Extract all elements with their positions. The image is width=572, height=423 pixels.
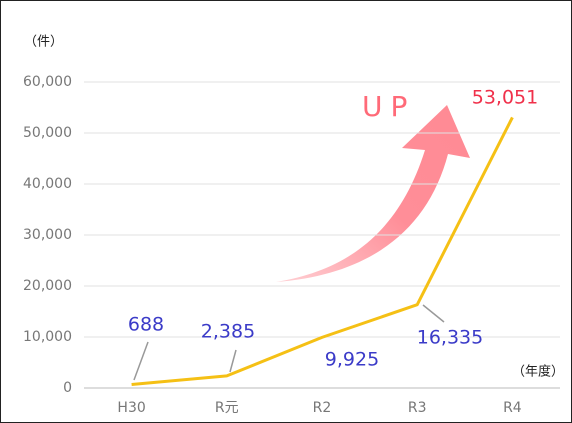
x-tick-label: R元	[215, 400, 239, 416]
data-label: 2,385	[201, 321, 255, 343]
y-tick-label: 30,000	[23, 227, 72, 243]
x-tick-label: R3	[408, 400, 427, 416]
x-tick-label: R4	[503, 400, 522, 416]
y-tick-label: 0	[63, 380, 72, 396]
data-label: 16,335	[417, 327, 483, 349]
x-axis-label: （年度）	[512, 364, 564, 380]
y-tick-label: 40,000	[23, 176, 72, 192]
frame	[1, 1, 572, 423]
chart: （件） （年度） UP 0 10,000 20,000 30,000 40,000 50,…	[0, 0, 572, 423]
page: （件） （年度） UP 0 10,000 20,000 30,000 40,000 50,…	[0, 0, 572, 423]
x-tick-label: R2	[313, 400, 332, 416]
data-label: 688	[128, 314, 164, 336]
y-tick-label: 20,000	[23, 278, 72, 294]
data-label: 53,051	[472, 87, 538, 109]
y-tick-label: 50,000	[23, 125, 72, 141]
data-label: 9,925	[325, 349, 379, 371]
y-tick-label: 10,000	[23, 329, 72, 345]
y-unit-label: （件）	[24, 35, 63, 50]
x-tick-label: H30	[117, 400, 145, 416]
annotation: UP	[362, 90, 415, 123]
y-tick-label: 60,000	[23, 74, 72, 90]
